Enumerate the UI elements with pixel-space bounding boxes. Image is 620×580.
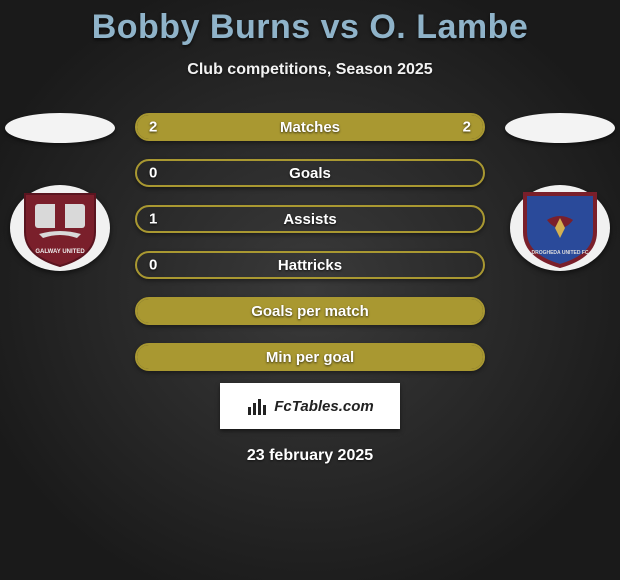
stat-value-right: 2	[463, 119, 471, 136]
shield-icon: GALWAY UNITED	[17, 188, 103, 268]
stat-label: Min per goal	[266, 349, 354, 366]
chart-icon	[246, 395, 268, 417]
svg-text:GALWAY UNITED: GALWAY UNITED	[35, 249, 85, 255]
right-player-column: DROGHEDA UNITED FC	[500, 113, 620, 271]
stat-row: 0 Goals	[135, 159, 485, 187]
stat-label: Matches	[280, 119, 340, 136]
left-player-column: GALWAY UNITED	[0, 113, 120, 271]
shield-icon: DROGHEDA UNITED FC	[517, 188, 603, 268]
footer-brand-text: FcTables.com	[274, 398, 373, 415]
left-player-avatar	[5, 113, 115, 143]
right-team-crest: DROGHEDA UNITED FC	[510, 185, 610, 271]
stat-label: Assists	[283, 211, 336, 228]
stat-row: 2 2 Matches	[135, 113, 485, 141]
stat-label: Goals per match	[251, 303, 369, 320]
stat-label: Hattricks	[278, 257, 342, 274]
stat-value-left: 1	[149, 211, 157, 228]
footer-date: 23 february 2025	[0, 447, 620, 465]
subtitle: Club competitions, Season 2025	[0, 61, 620, 79]
comparison-arena: GALWAY UNITED DROGHEDA UNITED FC 2 2 Match…	[0, 113, 620, 373]
stat-row: Min per goal	[135, 343, 485, 371]
stat-value-left: 0	[149, 257, 157, 274]
stat-row: Goals per match	[135, 297, 485, 325]
footer-logo: FcTables.com	[220, 383, 400, 429]
svg-text:DROGHEDA UNITED FC: DROGHEDA UNITED FC	[531, 250, 588, 256]
page-title: Bobby Burns vs O. Lambe	[0, 8, 620, 47]
comparison-card: Bobby Burns vs O. Lambe Club competition…	[0, 0, 620, 580]
stat-row: 0 Hattricks	[135, 251, 485, 279]
stat-row: 1 Assists	[135, 205, 485, 233]
stat-value-left: 2	[149, 119, 157, 136]
right-player-avatar	[505, 113, 615, 143]
left-team-crest: GALWAY UNITED	[10, 185, 110, 271]
stat-label: Goals	[289, 165, 331, 182]
stat-value-left: 0	[149, 165, 157, 182]
stat-bars: 2 2 Matches 0 Goals 1 Assists 0 Hattricks Goals p…	[135, 113, 485, 371]
